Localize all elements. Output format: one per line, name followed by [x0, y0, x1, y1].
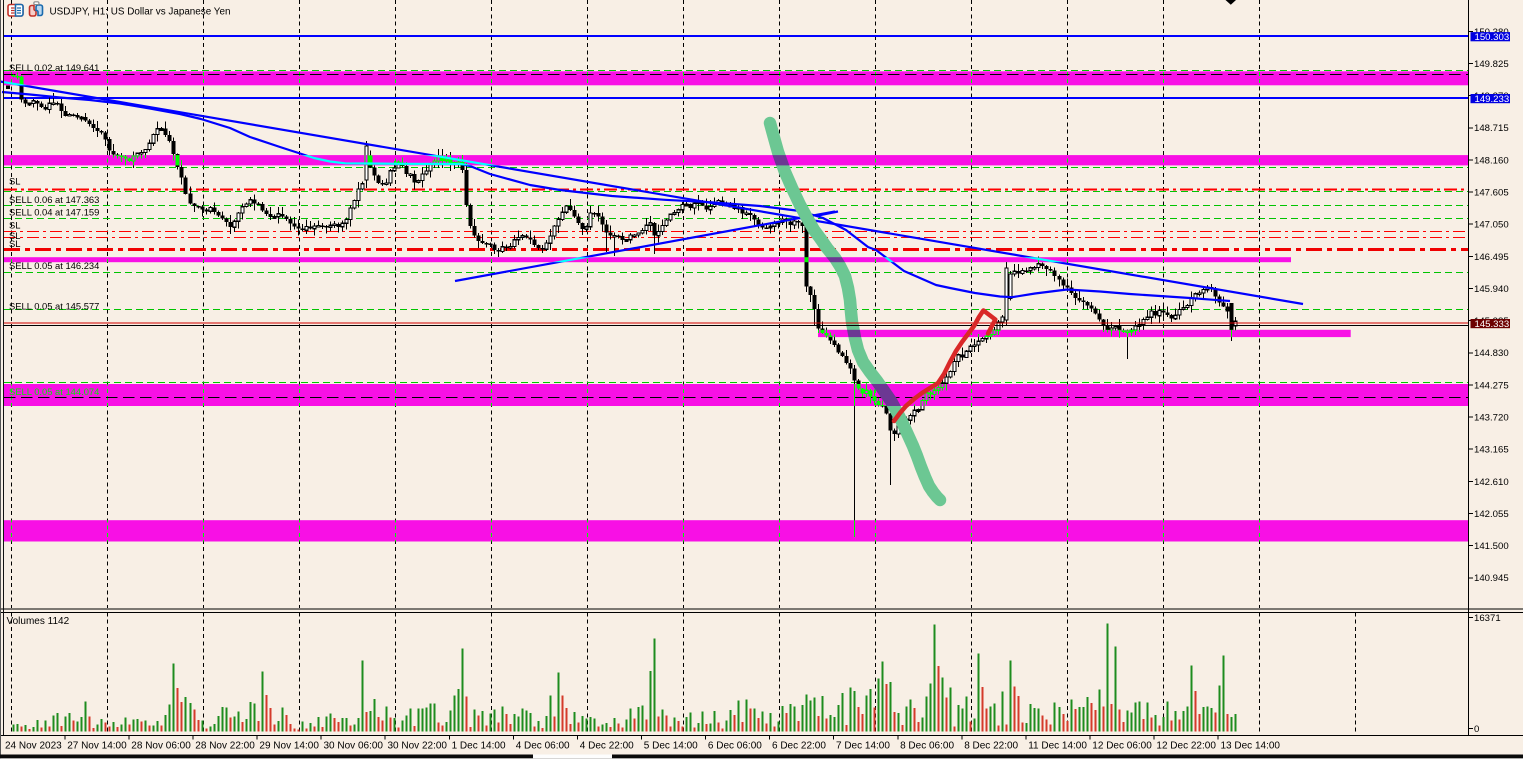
svg-text:150.303: 150.303: [1475, 32, 1510, 43]
svg-text:28 Nov 22:00: 28 Nov 22:00: [195, 741, 255, 752]
svg-text:Volumes 1142: Volumes 1142: [7, 616, 70, 627]
svg-text:30 Nov 22:00: 30 Nov 22:00: [388, 741, 448, 752]
svg-text:145.333: 145.333: [1475, 319, 1510, 330]
svg-text:16371: 16371: [1474, 613, 1501, 624]
svg-text:5 Dec 14:00: 5 Dec 14:00: [644, 741, 698, 752]
svg-text:6 Dec 06:00: 6 Dec 06:00: [708, 741, 762, 752]
svg-text:29 Nov 14:00: 29 Nov 14:00: [259, 741, 319, 752]
svg-text:147.605: 147.605: [1474, 188, 1509, 199]
svg-text:SL: SL: [9, 230, 20, 241]
svg-text:SL: SL: [9, 220, 20, 231]
svg-text:30 Nov 06:00: 30 Nov 06:00: [324, 741, 384, 752]
svg-text:8 Dec 06:00: 8 Dec 06:00: [900, 741, 954, 752]
svg-text:7 Dec 14:00: 7 Dec 14:00: [836, 741, 890, 752]
svg-text:143.720: 143.720: [1474, 413, 1509, 424]
svg-text:27 Nov 14:00: 27 Nov 14:00: [67, 741, 127, 752]
svg-text:140.945: 140.945: [1474, 573, 1509, 584]
svg-text:148.715: 148.715: [1474, 123, 1509, 134]
svg-text:SELL 0.05 at 144.074: SELL 0.05 at 144.074: [9, 386, 99, 397]
svg-text:145.940: 145.940: [1474, 284, 1509, 295]
svg-text:146.495: 146.495: [1474, 252, 1509, 263]
svg-text:SELL 0.02 at 149.641: SELL 0.02 at 149.641: [9, 62, 99, 73]
svg-text:SL: SL: [9, 238, 20, 249]
svg-text:11 Dec 14:00: 11 Dec 14:00: [1028, 741, 1087, 752]
svg-text:12 Dec 06:00: 12 Dec 06:00: [1092, 741, 1152, 752]
svg-text:13 Dec 14:00: 13 Dec 14:00: [1221, 741, 1281, 752]
svg-text:SL: SL: [9, 176, 20, 187]
svg-text:24 Nov 2023: 24 Nov 2023: [5, 741, 62, 752]
svg-text:1 Dec 14:00: 1 Dec 14:00: [452, 741, 506, 752]
svg-text:142.055: 142.055: [1474, 509, 1509, 520]
svg-text:149.233: 149.233: [1475, 94, 1510, 105]
svg-text:4 Dec 22:00: 4 Dec 22:00: [580, 741, 634, 752]
svg-text:144.830: 144.830: [1474, 348, 1509, 359]
svg-text:SELL 0.05 at 145.577: SELL 0.05 at 145.577: [9, 301, 99, 312]
svg-text:149.825: 149.825: [1474, 59, 1509, 70]
svg-text:SELL 0.06 at 147.363: SELL 0.06 at 147.363: [9, 194, 99, 205]
svg-text:8 Dec 22:00: 8 Dec 22:00: [964, 741, 1018, 752]
svg-text:141.500: 141.500: [1474, 541, 1509, 552]
svg-text:USDJPY, H1: US Dollar vs Japan: USDJPY, H1: US Dollar vs Japanese Yen: [50, 7, 231, 18]
svg-text:144.275: 144.275: [1474, 380, 1509, 391]
svg-text:6 Dec 22:00: 6 Dec 22:00: [772, 741, 826, 752]
svg-text:12 Dec 22:00: 12 Dec 22:00: [1156, 741, 1216, 752]
svg-text:4 Dec 06:00: 4 Dec 06:00: [516, 741, 570, 752]
svg-text:SELL 0.04 at 147.159: SELL 0.04 at 147.159: [9, 206, 99, 217]
svg-text:143.165: 143.165: [1474, 445, 1509, 456]
svg-text:147.050: 147.050: [1474, 220, 1509, 231]
svg-text:148.160: 148.160: [1474, 155, 1509, 166]
svg-text:28 Nov 06:00: 28 Nov 06:00: [131, 741, 191, 752]
svg-text:SELL 0.05 at 146.234: SELL 0.05 at 146.234: [9, 260, 99, 271]
svg-text:0: 0: [1474, 724, 1479, 735]
svg-text:142.610: 142.610: [1474, 477, 1509, 488]
